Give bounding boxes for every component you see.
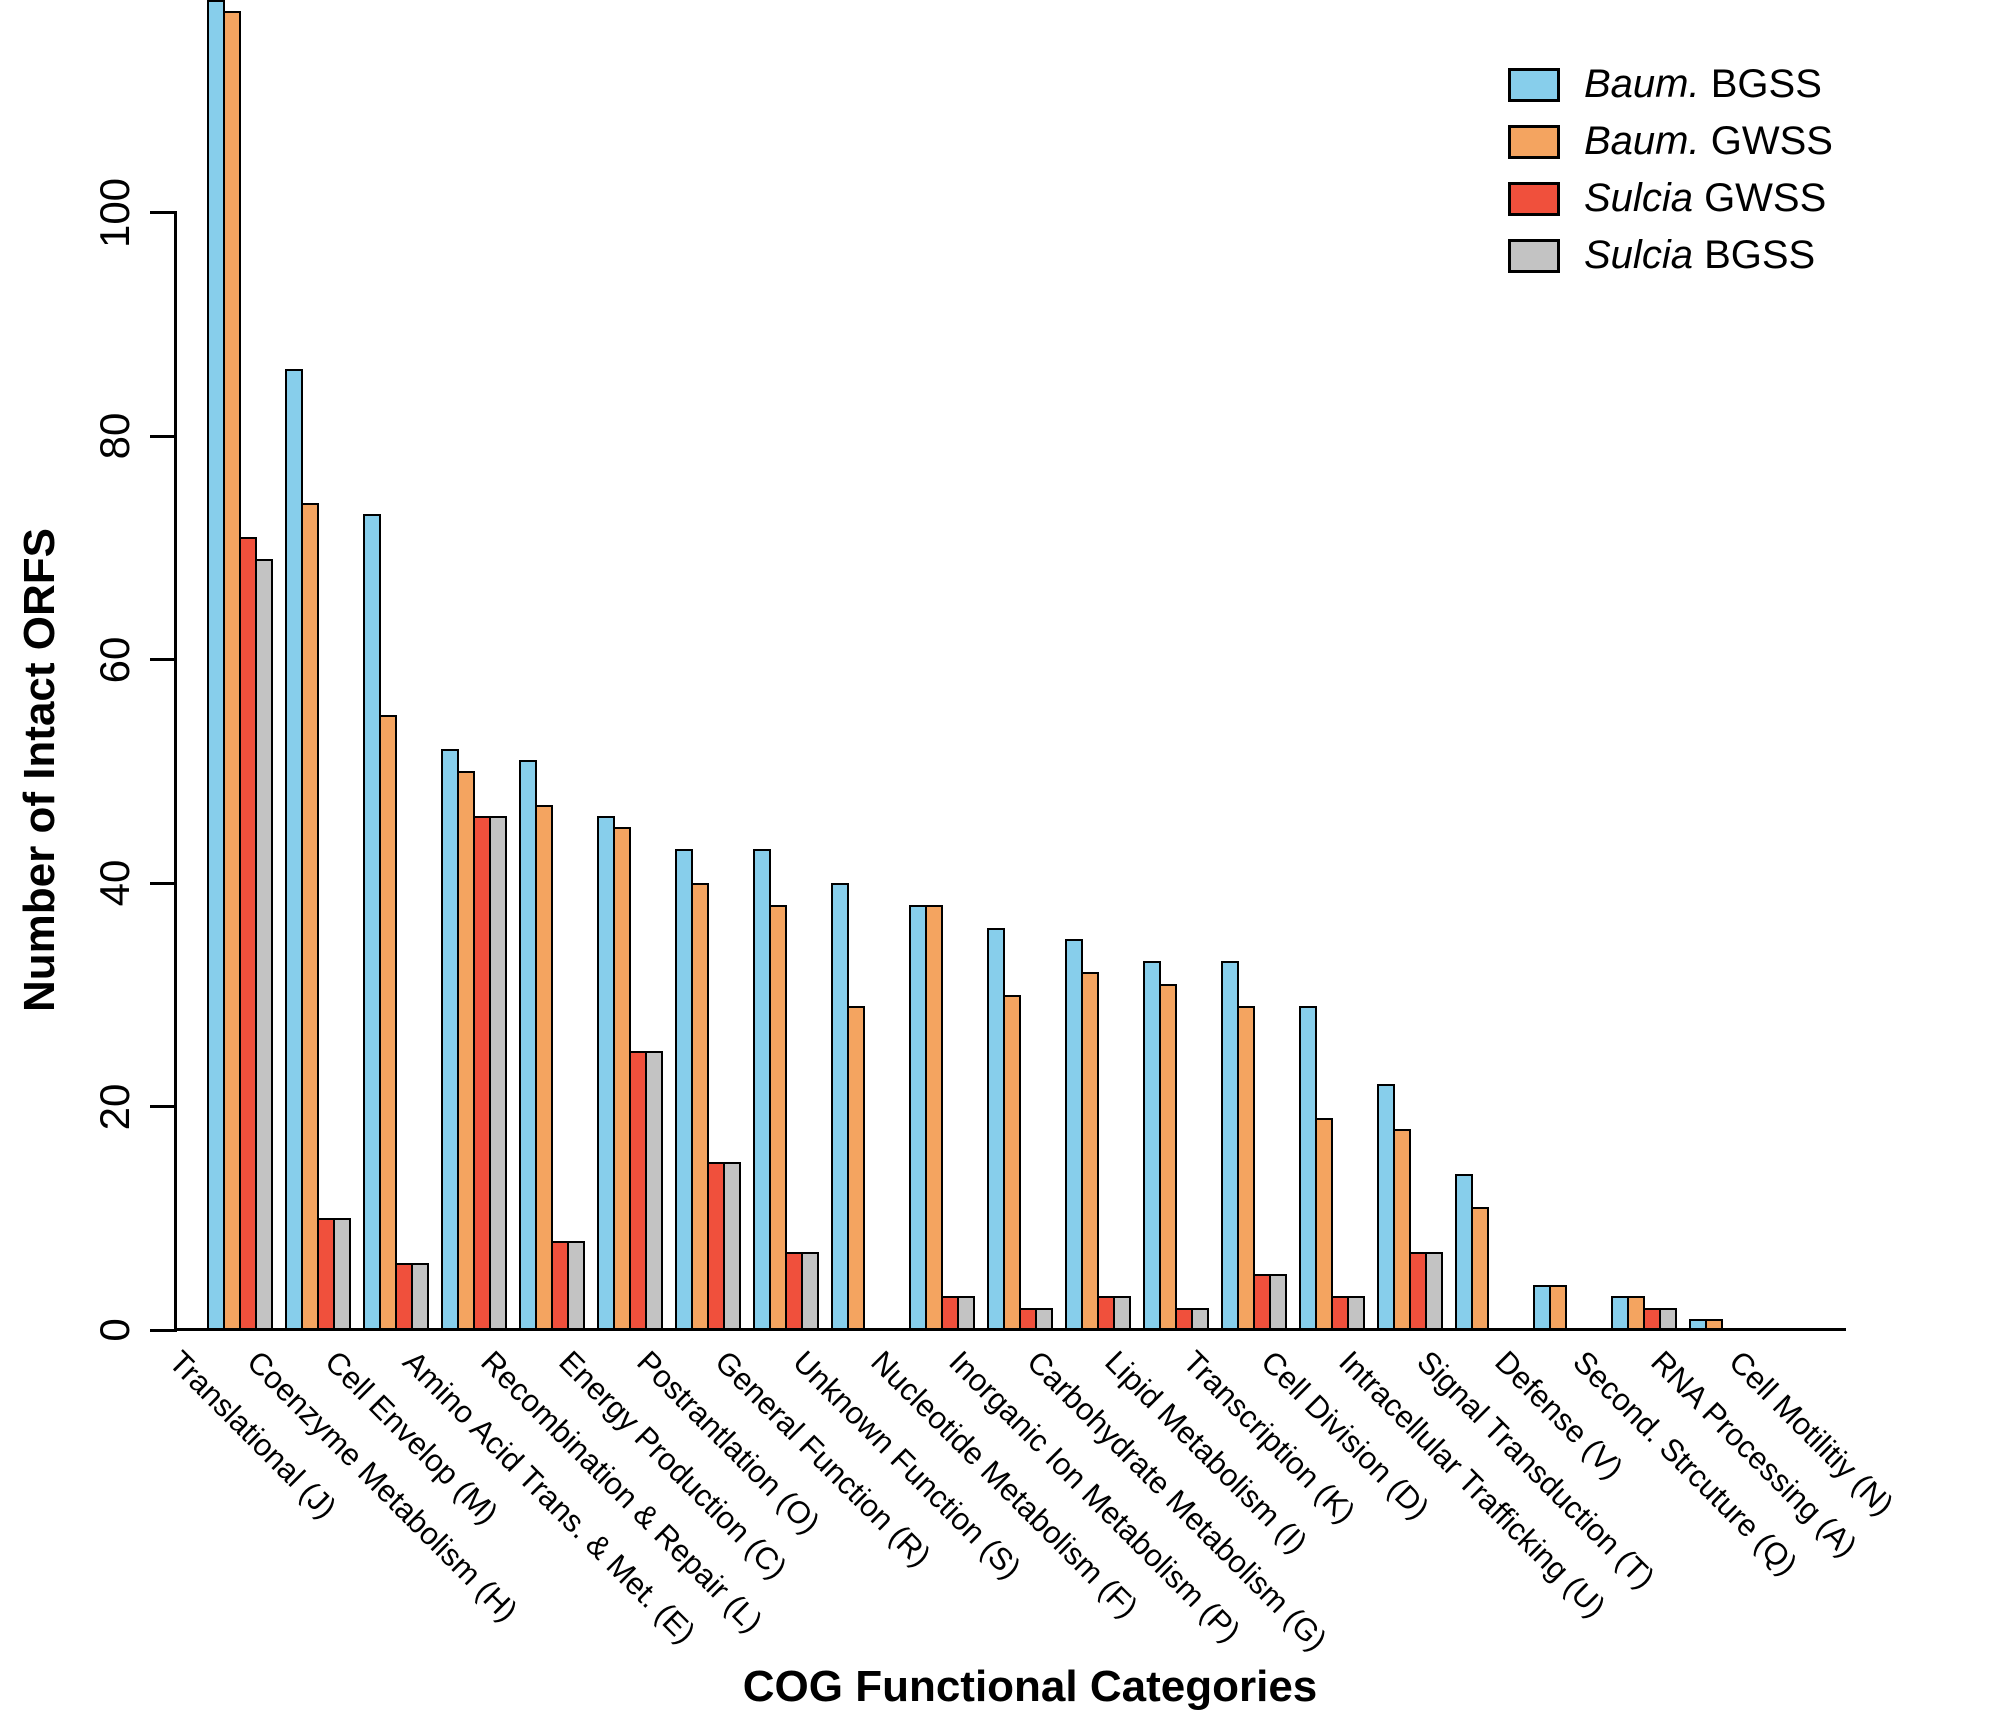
y-tick-label: 20 xyxy=(91,1083,138,1130)
bar xyxy=(1393,1129,1411,1330)
legend-item: Baum. GWSS xyxy=(1508,113,1833,170)
bar xyxy=(1081,972,1099,1330)
bar xyxy=(1035,1308,1053,1330)
legend-swatch-sulcia-bgss xyxy=(1508,238,1560,273)
bar xyxy=(301,503,319,1330)
bar xyxy=(645,1051,663,1330)
bar xyxy=(925,905,943,1330)
legend-label: Sulcia BGSS xyxy=(1584,233,1816,277)
x-axis-title: COG Functional Categories xyxy=(742,1662,1318,1711)
legend-swatch-sulcia-gwss xyxy=(1508,181,1560,216)
y-tick-label: 0 xyxy=(91,1318,138,1342)
bar xyxy=(1347,1296,1365,1330)
y-tick-mark xyxy=(150,1105,177,1108)
y-tick-mark xyxy=(150,658,177,661)
bar xyxy=(535,805,553,1330)
bar xyxy=(1549,1285,1567,1330)
y-tick-label: 40 xyxy=(91,859,138,907)
bar xyxy=(1237,1006,1255,1330)
legend-item: Sulcia GWSS xyxy=(1508,170,1833,227)
bar xyxy=(411,1263,429,1330)
bar xyxy=(691,883,709,1330)
y-tick-mark xyxy=(150,434,177,438)
y-tick-mark xyxy=(150,211,177,214)
bar xyxy=(489,816,507,1330)
y-tick-label: 60 xyxy=(91,636,138,683)
bar xyxy=(1159,984,1177,1330)
bar xyxy=(333,1218,351,1330)
legend-item: Sulcia BGSS xyxy=(1508,227,1833,284)
bar xyxy=(1269,1274,1287,1330)
bar xyxy=(1191,1308,1209,1330)
bar xyxy=(801,1252,819,1330)
y-tick-mark xyxy=(150,1328,177,1332)
legend: Baum. BGSS Baum. GWSS Sulcia GWSS Sulcia BG… xyxy=(1508,56,1833,284)
bar xyxy=(723,1162,741,1330)
y-axis-line xyxy=(174,211,177,1331)
y-tick-label: 80 xyxy=(91,412,138,460)
bar xyxy=(957,1296,975,1330)
bar xyxy=(1705,1319,1723,1330)
legend-label: Sulcia GWSS xyxy=(1584,176,1827,220)
bar xyxy=(847,1006,865,1330)
legend-label: Baum. BGSS xyxy=(1584,62,1822,106)
bar xyxy=(1315,1118,1333,1330)
legend-swatch-baum-gwss xyxy=(1508,124,1560,159)
bar xyxy=(1113,1296,1131,1330)
y-tick-mark xyxy=(150,881,177,885)
y-tick-label: 100 xyxy=(91,177,138,248)
legend-swatch-baum-bgss xyxy=(1508,67,1560,102)
bar xyxy=(1003,995,1021,1330)
bar xyxy=(1425,1252,1443,1330)
bar xyxy=(769,905,787,1330)
y-axis-title: Number of Intact ORFS xyxy=(15,527,64,1013)
legend-label: Baum. GWSS xyxy=(1584,119,1833,163)
bar xyxy=(379,715,397,1330)
bar xyxy=(1659,1308,1677,1330)
bar xyxy=(255,559,273,1330)
legend-item: Baum. BGSS xyxy=(1508,56,1833,113)
bar xyxy=(567,1241,585,1330)
bar xyxy=(1471,1207,1489,1330)
